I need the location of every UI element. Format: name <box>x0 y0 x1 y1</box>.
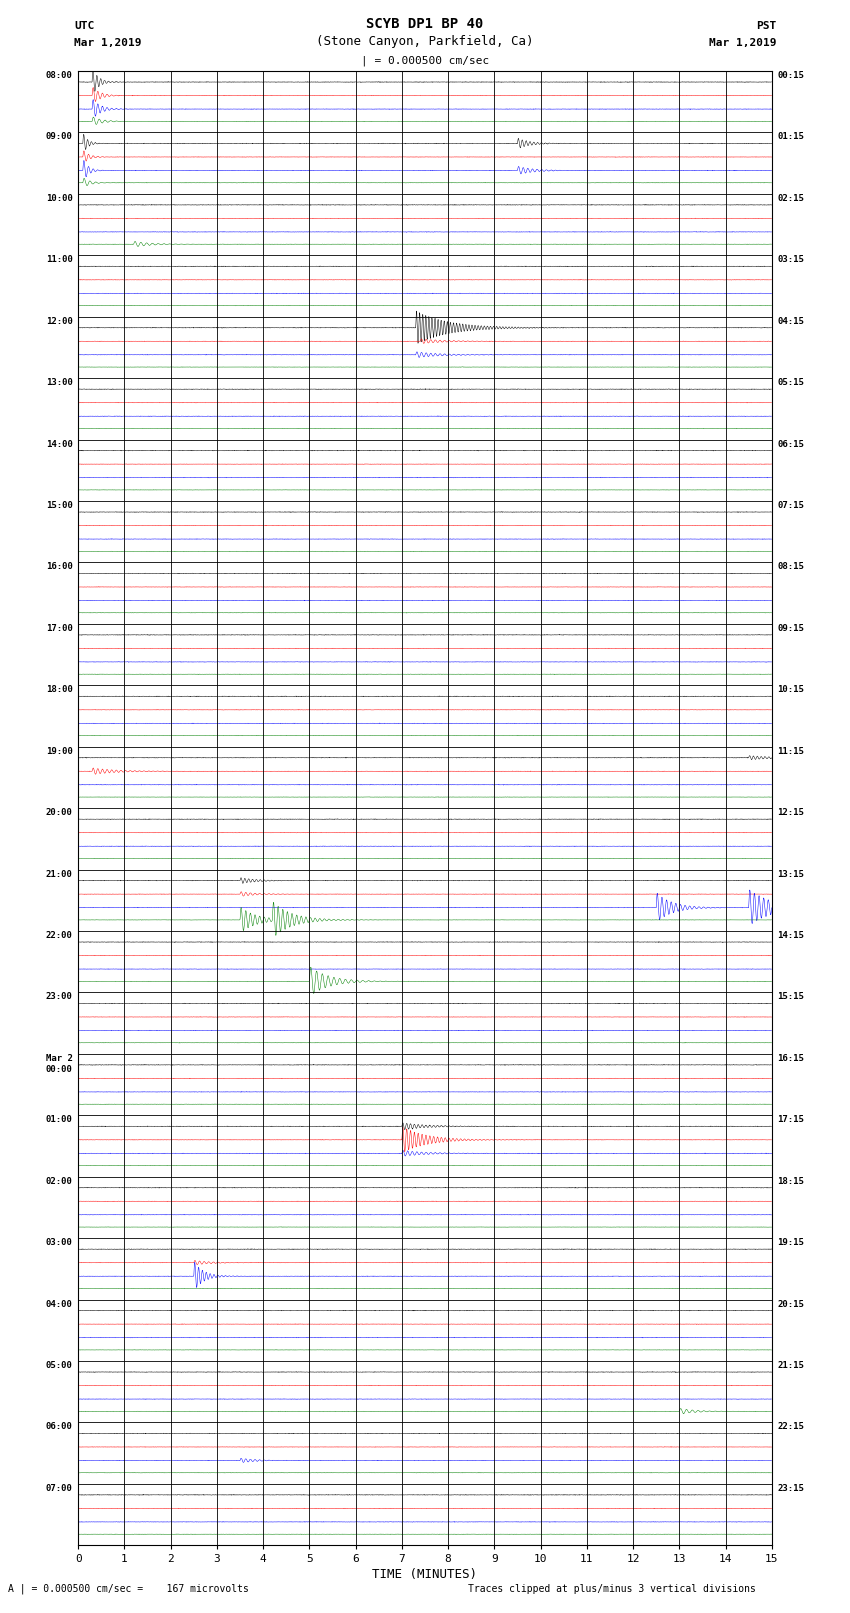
Text: 17:15: 17:15 <box>778 1115 804 1124</box>
Text: 13:15: 13:15 <box>778 869 804 879</box>
Text: 21:00: 21:00 <box>46 869 72 879</box>
Text: 07:00: 07:00 <box>46 1484 72 1492</box>
Text: Mar 2: Mar 2 <box>46 1053 72 1063</box>
Text: 14:00: 14:00 <box>46 440 72 448</box>
Text: 20:00: 20:00 <box>46 808 72 818</box>
Text: PST: PST <box>756 21 776 31</box>
Text: 08:15: 08:15 <box>778 563 804 571</box>
Text: 09:15: 09:15 <box>778 624 804 632</box>
Text: 10:15: 10:15 <box>778 686 804 694</box>
Text: | = 0.000500 cm/sec: | = 0.000500 cm/sec <box>361 55 489 66</box>
Text: 18:00: 18:00 <box>46 686 72 694</box>
Text: 19:15: 19:15 <box>778 1239 804 1247</box>
Text: 04:00: 04:00 <box>46 1300 72 1308</box>
Text: 08:00: 08:00 <box>46 71 72 81</box>
Text: 03:15: 03:15 <box>778 255 804 265</box>
Text: 03:00: 03:00 <box>46 1239 72 1247</box>
Text: SCYB DP1 BP 40: SCYB DP1 BP 40 <box>366 16 484 31</box>
Text: 18:15: 18:15 <box>778 1177 804 1186</box>
Text: 09:00: 09:00 <box>46 132 72 142</box>
Text: A | = 0.000500 cm/sec =    167 microvolts: A | = 0.000500 cm/sec = 167 microvolts <box>8 1582 249 1594</box>
Text: 11:00: 11:00 <box>46 255 72 265</box>
Text: 00:00: 00:00 <box>46 1065 72 1074</box>
X-axis label: TIME (MINUTES): TIME (MINUTES) <box>372 1568 478 1581</box>
Text: 15:00: 15:00 <box>46 502 72 510</box>
Text: 00:15: 00:15 <box>778 71 804 81</box>
Text: 21:15: 21:15 <box>778 1361 804 1369</box>
Text: 15:15: 15:15 <box>778 992 804 1002</box>
Text: 23:00: 23:00 <box>46 992 72 1002</box>
Text: 12:15: 12:15 <box>778 808 804 818</box>
Text: 07:15: 07:15 <box>778 502 804 510</box>
Text: 11:15: 11:15 <box>778 747 804 755</box>
Text: 23:15: 23:15 <box>778 1484 804 1492</box>
Text: 14:15: 14:15 <box>778 931 804 940</box>
Text: 02:00: 02:00 <box>46 1177 72 1186</box>
Text: 20:15: 20:15 <box>778 1300 804 1308</box>
Text: 10:00: 10:00 <box>46 194 72 203</box>
Text: 06:15: 06:15 <box>778 440 804 448</box>
Text: 16:00: 16:00 <box>46 563 72 571</box>
Text: Mar 1,2019: Mar 1,2019 <box>709 39 776 48</box>
Text: 12:00: 12:00 <box>46 316 72 326</box>
Text: 02:15: 02:15 <box>778 194 804 203</box>
Text: 22:00: 22:00 <box>46 931 72 940</box>
Text: 19:00: 19:00 <box>46 747 72 755</box>
Text: Traces clipped at plus/minus 3 vertical divisions: Traces clipped at plus/minus 3 vertical … <box>468 1584 756 1594</box>
Text: 06:00: 06:00 <box>46 1423 72 1431</box>
Text: 01:15: 01:15 <box>778 132 804 142</box>
Text: 13:00: 13:00 <box>46 377 72 387</box>
Text: UTC: UTC <box>74 21 94 31</box>
Text: (Stone Canyon, Parkfield, Ca): (Stone Canyon, Parkfield, Ca) <box>316 35 534 48</box>
Text: 05:00: 05:00 <box>46 1361 72 1369</box>
Text: 16:15: 16:15 <box>778 1053 804 1063</box>
Text: 05:15: 05:15 <box>778 377 804 387</box>
Text: 22:15: 22:15 <box>778 1423 804 1431</box>
Text: 01:00: 01:00 <box>46 1115 72 1124</box>
Text: 17:00: 17:00 <box>46 624 72 632</box>
Text: Mar 1,2019: Mar 1,2019 <box>74 39 141 48</box>
Text: 04:15: 04:15 <box>778 316 804 326</box>
